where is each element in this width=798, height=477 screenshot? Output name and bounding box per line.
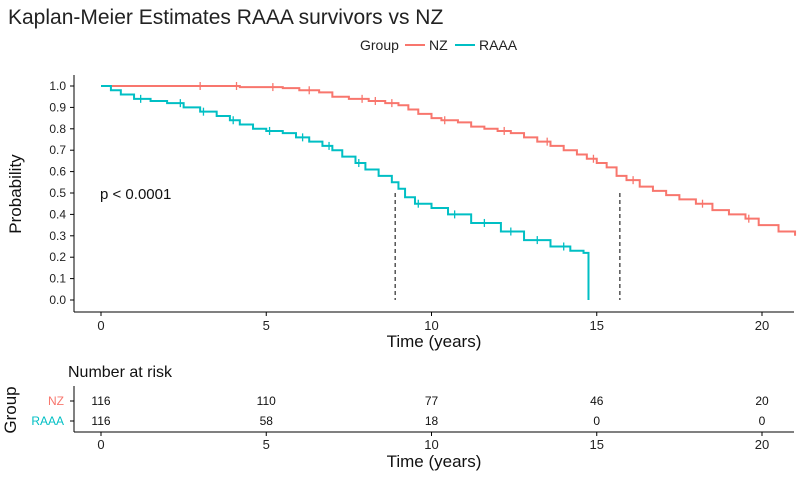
y-axis-label: Probability (6, 154, 25, 234)
x-axis-label: Time (years) (387, 332, 482, 351)
legend-title: Group (360, 37, 399, 53)
risk-value: 116 (91, 414, 110, 428)
risk-x-tick-label: 0 (97, 437, 104, 452)
y-ticks: 0.0 0.1 0.2 0.3 0.4 0.5 0.6 0.7 0.8 0.9 1.0 (49, 79, 74, 307)
risk-value: 18 (425, 414, 439, 428)
risk-x-tick-label: 20 (755, 437, 769, 452)
risk-value: 116 (91, 394, 110, 408)
risk-x-tick-label: 15 (590, 437, 604, 452)
x-tick-label: 15 (590, 318, 604, 333)
main-axes (73, 75, 794, 313)
risk-value: 46 (590, 394, 604, 408)
curve-nz (101, 85, 797, 236)
y-tick-label: 0.1 (49, 272, 66, 286)
risk-row-label-nz: NZ (48, 394, 64, 408)
survival-curves (101, 82, 797, 300)
legend: Group NZ RAAA (360, 37, 518, 53)
x-tick-label: 10 (424, 318, 438, 333)
y-tick-label: 0.6 (49, 165, 66, 179)
x-tick-label: 20 (755, 318, 769, 333)
risk-table-axes (73, 386, 794, 433)
y-tick-label: 0.8 (49, 122, 66, 136)
y-tick-label: 0.9 (49, 100, 66, 114)
risk-value: 58 (260, 414, 274, 428)
y-tick-label: 0.4 (49, 207, 66, 221)
risk-x-ticks: 0 5 10 15 20 (97, 432, 769, 452)
risk-value: 20 (755, 394, 769, 408)
risk-x-axis-label: Time (years) (387, 452, 482, 471)
risk-value: 0 (593, 414, 600, 428)
y-tick-label: 0.3 (49, 229, 66, 243)
y-tick-label: 0.7 (49, 143, 66, 157)
risk-x-tick-label: 5 (263, 437, 270, 452)
y-tick-label: 0.0 (49, 293, 66, 307)
x-ticks: 0 5 10 15 20 (97, 312, 769, 333)
curve-raaa (101, 85, 590, 300)
risk-table-title: Number at risk (68, 364, 173, 381)
y-tick-label: 1.0 (49, 79, 66, 93)
x-tick-label: 0 (97, 318, 104, 333)
risk-x-tick-label: 10 (424, 437, 438, 452)
median-lines (394, 193, 621, 300)
risk-value: 0 (759, 414, 766, 428)
x-tick-label: 5 (263, 318, 270, 333)
legend-label-raaa: RAAA (479, 37, 518, 53)
y-tick-label: 0.2 (49, 250, 66, 264)
risk-row-label-raaa: RAAA (31, 414, 64, 428)
y-tick-label: 0.5 (49, 186, 66, 200)
p-value-annotation: p < 0.0001 (100, 186, 171, 203)
chart-title: Kaplan-Meier Estimates RAAA survivors vs… (8, 6, 443, 29)
risk-table-group-label: Group (1, 386, 20, 433)
legend-label-nz: NZ (429, 37, 448, 53)
risk-table-rows: NZ 116 110 77 46 20 RAAA 116 58 18 0 0 (31, 394, 769, 428)
risk-value: 110 (257, 394, 276, 408)
risk-value: 77 (425, 394, 439, 408)
